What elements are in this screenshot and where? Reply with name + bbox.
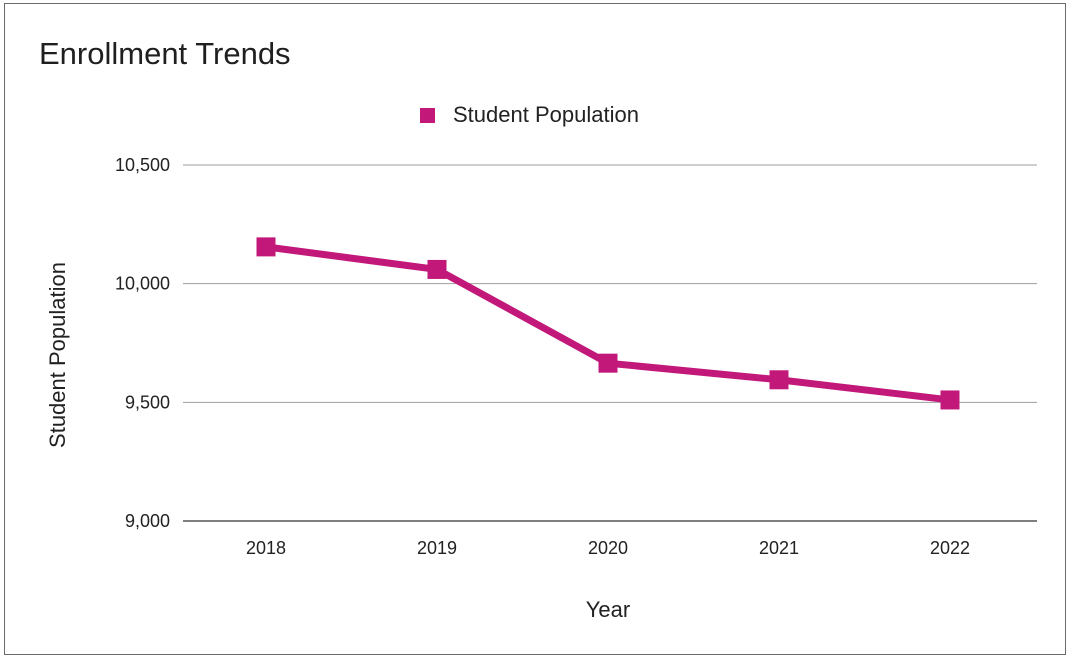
series-layer [256,237,960,410]
y-tick-labels: 9,000 9,500 10,000 10,500 [115,155,170,531]
y-tick-label: 9,500 [125,392,170,412]
x-tick-label: 2022 [930,538,970,558]
y-tick-label: 10,500 [115,155,170,175]
y-axis-title: Student Population [45,262,70,448]
x-tick-label: 2019 [417,538,457,558]
data-point-marker [256,237,276,257]
data-point-marker [427,259,447,279]
y-tick-label: 10,000 [115,274,170,294]
x-tick-label: 2021 [759,538,799,558]
chart-title: Enrollment Trends [39,36,291,71]
x-axis-title: Year [586,597,630,622]
legend-label: Student Population [453,102,639,127]
x-tick-label: 2020 [588,538,628,558]
data-point-marker [940,390,960,410]
series-line [262,243,954,404]
data-point-marker [598,353,618,373]
legend-swatch [420,107,435,123]
data-point-marker [769,370,789,390]
x-tick-label: 2018 [246,538,286,558]
y-tick-label: 9,000 [125,511,170,531]
grid-layer [183,164,1037,522]
x-tick-labels: 2018 2019 2020 2021 2022 [246,538,970,558]
chart-frame [4,3,1066,655]
legend: Student Population [420,101,639,129]
